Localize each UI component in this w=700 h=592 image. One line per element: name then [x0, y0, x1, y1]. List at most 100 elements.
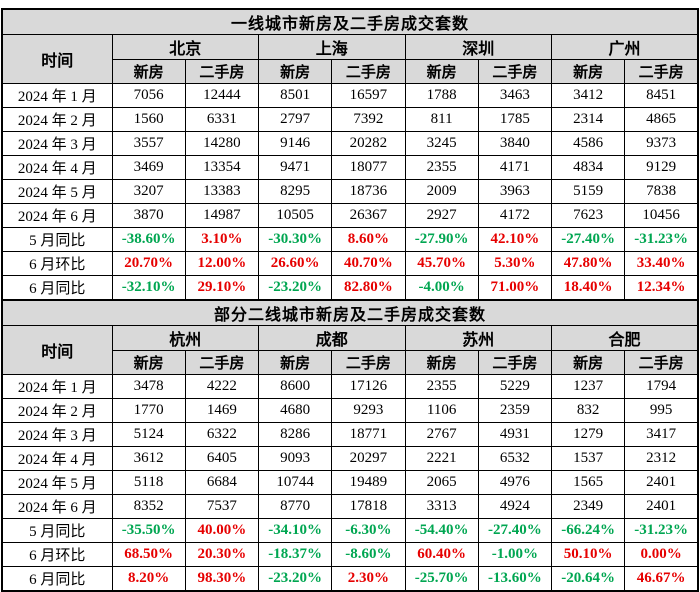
pct-row-label: 6 月环比: [1, 542, 113, 567]
month-label: 2024 年 4 月: [1, 155, 113, 180]
pct-value-cell: 60.40%: [404, 542, 479, 567]
pct-value-cell: -27.40%: [550, 227, 626, 252]
value-cell: 2401: [624, 470, 699, 495]
city-header: 深圳: [404, 34, 552, 60]
pct-value-cell: 12.00%: [184, 251, 260, 276]
subcolumn-header: 二手房: [477, 350, 553, 375]
value-cell: 2221: [404, 446, 479, 471]
value-cell: 4924: [477, 494, 553, 519]
value-cell: 4834: [550, 155, 626, 180]
value-cell: 6532: [477, 446, 553, 471]
value-cell: 3557: [111, 131, 186, 156]
table-row: 2024 年 1 月 3478 4222 8600 17126 2355 5229 1237 1…: [1, 374, 699, 399]
table-row: 2024 年 3 月 3557 14280 9146 20282 3245 3840 4586…: [1, 131, 699, 156]
pct-value-cell: 68.50%: [111, 542, 186, 567]
value-cell: 995: [624, 398, 699, 423]
pct-row-label: 5 月同比: [1, 518, 113, 543]
month-label: 2024 年 3 月: [1, 131, 113, 156]
subcolumn-header: 二手房: [184, 59, 260, 84]
time-column-header: 时间: [1, 34, 113, 84]
pct-value-cell: -4.00%: [404, 275, 479, 301]
month-label: 2024 年 5 月: [1, 470, 113, 495]
table-row: 5 月同比 -35.50% 40.00% -34.10% -6.30% -54.40% -2…: [1, 518, 699, 543]
subcolumn-header: 二手房: [184, 350, 260, 375]
value-cell: 1565: [550, 470, 626, 495]
pct-value-cell: 71.00%: [477, 275, 553, 301]
table-row: 2024 年 2 月 1770 1469 4680 9293 1106 2359 832 995: [1, 398, 699, 423]
city-header: 上海: [258, 34, 406, 60]
pct-value-cell: -27.40%: [477, 518, 553, 543]
value-cell: 14987: [184, 203, 260, 228]
pct-row-label: 6 月同比: [1, 566, 113, 592]
month-label: 2024 年 4 月: [1, 446, 113, 471]
housing-transactions-report: 一线城市新房及二手房成交套数 时间 北京 上海 深圳 广州 新房 二手房 新房 二手房 新房 二手房新…: [0, 8, 700, 592]
pct-value-cell: -20.64%: [550, 566, 626, 592]
value-cell: 1770: [111, 398, 186, 423]
pct-value-cell: 8.60%: [331, 227, 406, 252]
value-cell: 2009: [404, 179, 479, 204]
table-row: 2024 年 5 月 5118 6684 10744 19489 2065 4976 1565…: [1, 470, 699, 495]
pct-value-cell: 26.60%: [257, 251, 333, 276]
pct-value-cell: 40.00%: [184, 518, 260, 543]
value-cell: 4865: [624, 107, 699, 132]
pct-row-label: 6 月环比: [1, 251, 113, 276]
first-tier-cities-table: 一线城市新房及二手房成交套数 时间 北京 上海 深圳 广州 新房 二手房 新房 二手房 新房 二手房新…: [1, 8, 699, 301]
value-cell: 2797: [257, 107, 333, 132]
pct-value-cell: 5.30%: [477, 251, 553, 276]
subcolumn-header: 新房: [550, 59, 626, 84]
value-cell: 19489: [331, 470, 406, 495]
month-label: 2024 年 1 月: [1, 83, 113, 108]
pct-value-cell: 45.70%: [404, 251, 479, 276]
value-cell: 4680: [257, 398, 333, 423]
subcolumn-header: 新房: [257, 59, 333, 84]
value-cell: 5118: [111, 470, 186, 495]
subcolumn-header: 新房: [404, 350, 479, 375]
value-cell: 9373: [624, 131, 699, 156]
value-cell: 9129: [624, 155, 699, 180]
value-cell: 1560: [111, 107, 186, 132]
pct-value-cell: -6.30%: [331, 518, 406, 543]
value-cell: 7623: [550, 203, 626, 228]
subcolumn-header: 二手房: [624, 59, 699, 84]
value-cell: 3612: [111, 446, 186, 471]
subcolumn-header: 新房: [257, 350, 333, 375]
table-row: 5 月同比 -38.60% 3.10% -30.30% 8.60% -27.90% 42.1…: [1, 227, 699, 252]
value-cell: 9293: [331, 398, 406, 423]
pct-row-label: 6 月同比: [1, 275, 113, 301]
value-cell: 3207: [111, 179, 186, 204]
value-cell: 18771: [331, 422, 406, 447]
pct-value-cell: 8.20%: [111, 566, 186, 592]
pct-value-cell: -32.10%: [111, 275, 186, 301]
city-header: 合肥: [551, 325, 699, 351]
value-cell: 6405: [184, 446, 260, 471]
pct-value-cell: -54.40%: [404, 518, 479, 543]
pct-value-cell: 47.80%: [550, 251, 626, 276]
value-cell: 8600: [257, 374, 333, 399]
subcolumn-header: 新房: [404, 59, 479, 84]
value-cell: 1785: [477, 107, 553, 132]
city-header: 北京: [111, 34, 259, 60]
value-cell: 8451: [624, 83, 699, 108]
value-cell: 2401: [624, 494, 699, 519]
pct-value-cell: 29.10%: [184, 275, 260, 301]
pct-value-cell: 98.30%: [184, 566, 260, 592]
value-cell: 16597: [331, 83, 406, 108]
value-cell: 1469: [184, 398, 260, 423]
value-cell: 7537: [184, 494, 260, 519]
pct-value-cell: -8.60%: [331, 542, 406, 567]
value-cell: 2359: [477, 398, 553, 423]
value-cell: 10505: [257, 203, 333, 228]
pct-value-cell: -23.20%: [257, 275, 333, 301]
pct-value-cell: 20.70%: [111, 251, 186, 276]
value-cell: 811: [404, 107, 479, 132]
value-cell: 9146: [257, 131, 333, 156]
value-cell: 20297: [331, 446, 406, 471]
city-header: 广州: [551, 34, 699, 60]
pct-value-cell: 12.34%: [624, 275, 699, 301]
value-cell: 5124: [111, 422, 186, 447]
value-cell: 2767: [404, 422, 479, 447]
value-cell: 2314: [550, 107, 626, 132]
pct-value-cell: 0.00%: [624, 542, 699, 567]
table-row: 2024 年 4 月 3469 13354 9471 18077 2355 4171 4834…: [1, 155, 699, 180]
month-label: 2024 年 3 月: [1, 422, 113, 447]
